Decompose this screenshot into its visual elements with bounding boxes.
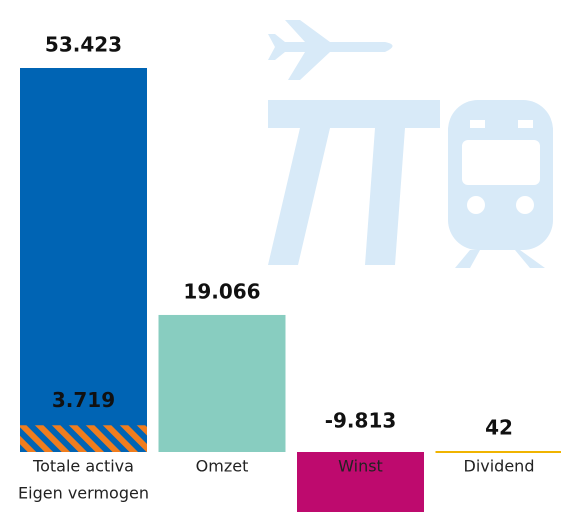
background-icon bbox=[268, 20, 553, 268]
value-label: -9.813 bbox=[325, 409, 397, 433]
x-tick-label: Omzet bbox=[196, 457, 249, 476]
bar bbox=[297, 452, 424, 512]
bar bbox=[20, 68, 147, 452]
bar bbox=[435, 451, 561, 453]
overlay-value-label: 3.719 bbox=[52, 388, 115, 412]
x-tick-label: Winst bbox=[338, 457, 383, 476]
value-label: 19.066 bbox=[183, 279, 260, 303]
overlay-legend-label: Eigen vermogen bbox=[18, 484, 149, 503]
overlay-bar bbox=[20, 425, 147, 452]
x-tick-label: Totale activa bbox=[32, 457, 134, 476]
value-label: 42 bbox=[485, 416, 513, 440]
value-label: 53.423 bbox=[45, 33, 122, 57]
bar bbox=[158, 314, 286, 452]
x-tick-label: Dividend bbox=[464, 457, 535, 476]
